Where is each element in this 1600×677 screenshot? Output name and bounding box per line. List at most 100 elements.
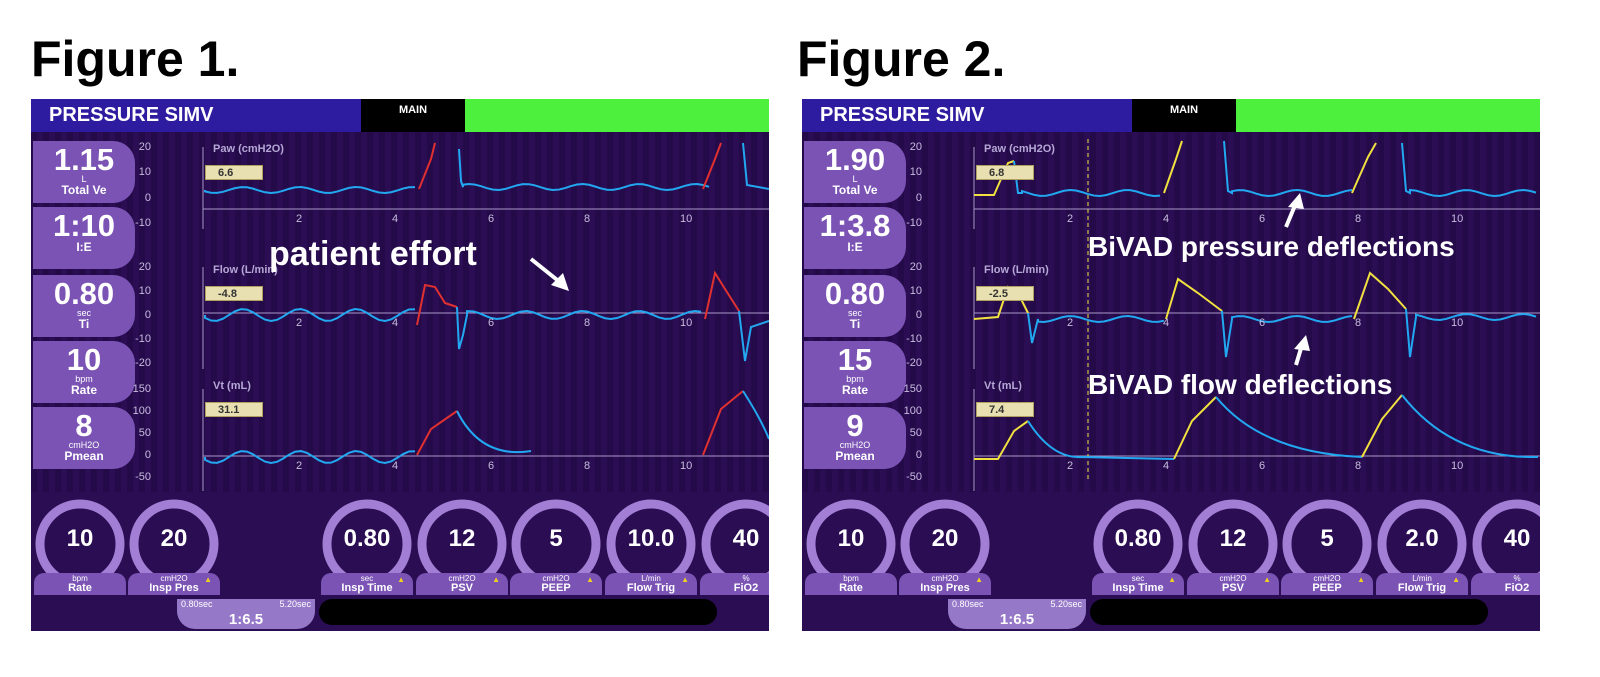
dial-name: Insp Time [341,582,393,594]
readout-i-e[interactable]: 1:10 I:E [33,207,135,269]
figure-2-title: Figure 2. [797,31,1006,87]
vt-trace-3 [1401,394,1539,459]
ie-ratio: 1:6.5 [228,611,264,628]
dial-name: Insp Pres [149,582,199,594]
flow-x-tick: 6 [488,317,495,329]
dial-value: 10.0 [627,525,675,552]
dial-label-box[interactable]: cmH2O PEEP ▲ [1281,573,1373,595]
ie-ratio-box[interactable]: 0.80sec 5.20sec 1:6.5 [177,599,315,629]
waveform-canvas [31,132,769,492]
dial-label-box[interactable]: bpm Rate [805,573,897,595]
dial-value: 12 [1219,525,1247,552]
readout-value: 1.15 [53,142,115,177]
dial-name: PEEP [1312,582,1342,594]
warning-icon: ▲ [1168,575,1176,584]
status-bar [465,99,769,132]
dial-value: 40 [1503,525,1531,552]
readout-ti[interactable]: 0.80 sec Ti [33,275,135,337]
paw-cursor-value: 6.8 [976,165,1034,180]
readout-rate[interactable]: 10 bpm Rate [33,341,135,403]
dial-value: 20 [160,525,188,552]
flow-x-tick: 2 [1067,317,1074,329]
vt-y-tick: 0 [915,449,922,461]
main-tab[interactable]: MAIN [1132,99,1236,132]
dial-label-box[interactable]: cmH2O PSV ▲ [1187,573,1279,595]
paw-insp-trace-2 [1163,140,1183,194]
dial-label-box[interactable]: sec Insp Time ▲ [321,573,413,595]
readout-unit: cmH2O [68,440,100,450]
paw-cursor-value: 6.6 [205,165,263,180]
ie-high: 5.20sec [279,599,311,609]
readout-rate[interactable]: 15 bpm Rate [804,341,906,403]
readout-ti[interactable]: 0.80 sec Ti [804,275,906,337]
dial-label-box[interactable]: % FiO2 [700,573,769,595]
vt-y-tick: -50 [135,471,151,483]
dial-value: 0.80 [343,525,391,552]
readout-pmean[interactable]: 8 cmH2O Pmean [33,407,135,469]
dial-label-box[interactable]: cmH2O Insp Pres ▲ [128,573,220,595]
vt-insp-trace-2 [1173,396,1217,460]
dial-label-box[interactable]: L/min Flow Trig ▲ [1376,573,1468,595]
vt-cursor-value: 7.4 [976,402,1034,417]
paw-x-tick: 10 [1451,213,1464,225]
dial-label-box[interactable]: cmH2O PSV ▲ [416,573,508,595]
vt-trace-3 [742,390,769,440]
readout-label: I:E [76,240,92,254]
vt-y-tick: -50 [906,471,922,483]
ventilation-mode: PRESSURE SIMV [802,99,1132,132]
readout-value: 9 [846,408,864,443]
readout-total-ve[interactable]: 1.15 L Total Ve [33,141,135,203]
readout-label: I:E [847,240,863,254]
vt-y-tick: 50 [909,427,922,439]
dial-unit: bpm [72,574,88,583]
annotation-arrowhead-2 [1294,335,1310,351]
dial-label-box[interactable]: % FiO2 [1471,573,1540,595]
dial-unit: cmH2O [160,574,188,583]
warning-icon: ▲ [586,575,594,584]
ie-low: 0.80sec [952,599,984,609]
flow-x-tick: 6 [1259,317,1266,329]
paw-chart-label: Paw (cmH2O) [213,143,284,155]
readout-unit: bpm [75,374,93,384]
vt-trace-2 [1215,396,1363,458]
readout-i-e[interactable]: 1:3.8 I:E [804,207,906,269]
flow-y-tick: 0 [915,309,922,321]
paw-y-tick: 10 [138,166,151,179]
dial-label-box[interactable]: sec Insp Time ▲ [1092,573,1184,595]
paw-insp-trace-2 [702,142,722,190]
main-tab[interactable]: MAIN [361,99,465,132]
vt-y-tick: 50 [138,427,151,439]
readout-value: 1:10 [52,208,116,243]
readout-value: 1.90 [824,142,886,177]
flow-insp-trace-2 [1165,277,1223,320]
dial-unit: sec [1131,574,1145,583]
vt-chart-label: Vt (mL) [213,380,251,392]
dial-name: Insp Pres [920,582,970,594]
readout-pmean[interactable]: 9 cmH2O Pmean [804,407,906,469]
paw-trace [204,186,416,195]
flow-x-tick: 4 [392,317,399,329]
vt-y-tick: 150 [132,383,151,395]
dial-name: PSV [450,582,473,594]
readout-label: Total Ve [61,183,107,197]
dial-name: PSV [1221,582,1244,594]
dial-label-box[interactable]: L/min Flow Trig ▲ [605,573,697,595]
paw-insp-trace [418,142,436,190]
message-bar [319,599,717,625]
paw-trace-2 [1223,140,1353,198]
dial-label-box[interactable]: bpm Rate [34,573,126,595]
readout-total-ve[interactable]: 1.90 L Total Ve [804,141,906,203]
dial-value: 12 [448,525,476,552]
annotation-bivad-pressure: BiVAD pressure deflections [1088,231,1455,262]
warning-icon: ▲ [1452,575,1460,584]
flow-x-tick: 10 [1451,317,1464,329]
ie-ratio-box[interactable]: 0.80sec 5.20sec 1:6.5 [948,599,1086,629]
dial-label-box[interactable]: cmH2O Insp Pres ▲ [899,573,991,595]
readout-unit: L [81,174,87,184]
vt-y-tick: 100 [903,405,922,417]
paw-trace-3 [1401,142,1537,197]
dial-label-box[interactable]: cmH2O PEEP ▲ [510,573,602,595]
paw-x-tick: 8 [584,213,591,225]
dial-value: 5 [549,525,563,552]
vt-cursor-value: 31.1 [205,402,263,417]
